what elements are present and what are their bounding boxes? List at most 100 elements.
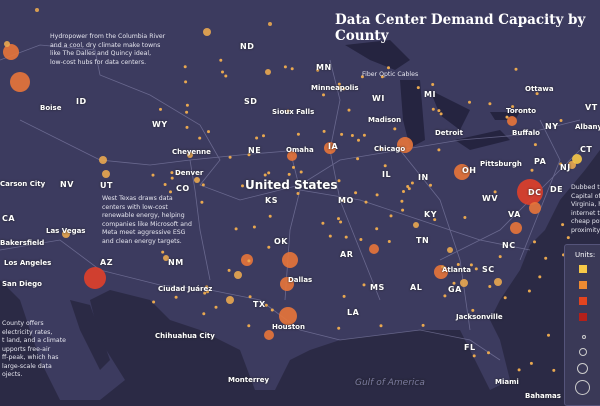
- data-center-dot: [228, 155, 232, 159]
- data-center-dot: [322, 129, 326, 133]
- city-label-san-diego: San Diego: [2, 280, 42, 288]
- note-line: companies like Microsoft and: [102, 220, 192, 228]
- state-label-wi: WI: [372, 94, 385, 103]
- data-center-dot: [375, 193, 379, 197]
- data-center-dot: [316, 68, 320, 72]
- data-center-dot: [538, 275, 542, 279]
- data-center-dot: [356, 157, 360, 161]
- state-label-wy: WY: [152, 120, 168, 129]
- data-center-dot: [389, 214, 393, 218]
- data-center-dot: [221, 70, 224, 74]
- road-line: [519, 119, 561, 261]
- data-center-dot: [354, 191, 358, 195]
- note-line: internet tr: [571, 209, 600, 217]
- country-label: United States: [245, 178, 338, 192]
- data-center-dot: [163, 255, 169, 261]
- legend-size-1: [582, 335, 586, 339]
- data-center-dot: [383, 164, 387, 168]
- data-center-dot: [487, 351, 490, 355]
- data-center-dot: [559, 119, 563, 122]
- state-label-az: AZ: [100, 258, 113, 267]
- city-label-miami: Miami: [495, 378, 519, 386]
- data-center-dot: [437, 109, 441, 113]
- data-center-dot: [268, 22, 272, 26]
- data-center-dot: [185, 125, 189, 129]
- data-center-dot: [443, 294, 447, 298]
- data-center-dot: [472, 354, 476, 358]
- note-line: like The Dalles and Quincy ideal,: [50, 50, 152, 57]
- city-label-denver: Denver: [175, 169, 204, 177]
- data-center-dot: [375, 227, 379, 231]
- data-center-dot: [296, 192, 300, 195]
- data-center-dot: [206, 290, 210, 294]
- state-label-mn: MN: [316, 63, 332, 72]
- data-center-dot: [407, 187, 411, 191]
- data-center-dot: [286, 109, 290, 113]
- legend-swatch-1: [579, 265, 587, 273]
- city-label-carson-city: Carson City: [0, 180, 46, 188]
- state-label-ga: GA: [448, 285, 462, 294]
- city-label-ciudad-ju-rez: Ciudad Juárez: [158, 285, 213, 293]
- state-label-ok: OK: [274, 237, 288, 246]
- road-line: [0, 44, 581, 201]
- data-center-dot: [265, 69, 271, 75]
- data-center-dot: [559, 162, 563, 166]
- data-center-dot: [362, 283, 366, 287]
- data-center-dot: [337, 326, 341, 330]
- data-center-dot: [292, 165, 295, 169]
- city-label-monterrey: Monterrey: [228, 376, 270, 384]
- state-label-ar: AR: [340, 250, 354, 259]
- data-center-dot: [203, 291, 207, 295]
- state-label-co: CO: [176, 184, 190, 193]
- data-center-dot: [185, 103, 189, 107]
- state-label-mo: MO: [338, 196, 354, 205]
- data-center-dot: [252, 225, 256, 229]
- data-center-dot: [429, 183, 432, 187]
- data-center-dot: [227, 268, 231, 272]
- data-center-dot: [224, 74, 228, 78]
- data-center-dot: [202, 312, 206, 316]
- data-center-dot: [205, 285, 209, 289]
- data-center-dot: [200, 200, 204, 204]
- data-center-dot: [263, 173, 267, 177]
- city-label-albany: Albany: [575, 123, 600, 131]
- data-center-dot: [572, 154, 582, 164]
- road-line: [439, 149, 581, 261]
- data-center-dot: [99, 156, 107, 164]
- state-label-ky: KY: [424, 210, 437, 219]
- data-center-dot: [454, 164, 470, 180]
- data-center-dot: [493, 190, 497, 194]
- data-center-dot: [447, 247, 453, 253]
- data-center-dot: [170, 171, 174, 175]
- data-center-dot: [505, 115, 509, 119]
- data-center-dot: [264, 303, 268, 307]
- note-line: centers with low-cost: [102, 203, 168, 211]
- road-line: [19, 119, 101, 161]
- data-center-dot: [441, 265, 445, 269]
- data-center-dot: [421, 323, 425, 327]
- note-line: upports free-air: [2, 345, 51, 353]
- road-line: [99, 149, 301, 166]
- state-label-il: IL: [382, 170, 392, 179]
- data-center-dot: [431, 83, 435, 86]
- note-line: ff-peak, which has: [2, 354, 59, 361]
- note-line: Dubbed th: [571, 184, 600, 191]
- note-line: proximity: [571, 226, 600, 234]
- road-line: [0, 239, 501, 361]
- data-center-dot: [416, 86, 420, 90]
- data-center-dot: [262, 134, 265, 138]
- data-center-dot: [434, 265, 448, 279]
- city-label-bakersfield: Bakersfield: [0, 239, 45, 247]
- data-center-dot: [270, 308, 274, 312]
- state-label-in: IN: [418, 173, 429, 182]
- state-label-la: LA: [347, 308, 360, 317]
- data-center-dot: [255, 136, 259, 140]
- city-label-chicago: Chicago: [374, 145, 406, 153]
- city-label-los-angeles: Los Angeles: [4, 259, 52, 267]
- data-center-dot: [337, 82, 341, 86]
- data-center-dot: [535, 92, 539, 96]
- data-center-dot: [514, 67, 518, 71]
- data-center-dot: [290, 67, 294, 71]
- state-label-ia: IA: [328, 142, 339, 151]
